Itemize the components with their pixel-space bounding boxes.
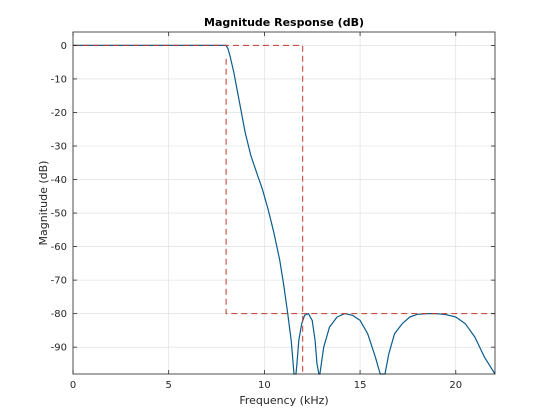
x-tick-label: 0 bbox=[70, 380, 76, 391]
x-tick-label: 10 bbox=[258, 380, 271, 391]
y-tick-label: -70 bbox=[51, 276, 67, 287]
y-tick-label: -80 bbox=[51, 309, 67, 320]
y-tick-label: -60 bbox=[51, 242, 67, 253]
plot-frame bbox=[72, 31, 496, 375]
y-tick-label: -30 bbox=[51, 142, 67, 153]
y-tick-label: -20 bbox=[51, 108, 67, 119]
x-tick-label: 20 bbox=[449, 380, 462, 391]
chart-title: Magnitude Response (dB) bbox=[204, 16, 364, 29]
x-tick-label: 5 bbox=[166, 380, 172, 391]
y-tick-label: 0 bbox=[61, 41, 67, 52]
x-axis-label: Frequency (kHz) bbox=[239, 394, 328, 407]
y-tick-label: -90 bbox=[51, 343, 67, 354]
response-line bbox=[73, 44, 496, 375]
x-tick-label: 15 bbox=[354, 380, 367, 391]
plot-series bbox=[73, 44, 496, 375]
y-axis-label: Magnitude (dB) bbox=[37, 161, 50, 246]
y-tick-label: -50 bbox=[51, 209, 67, 220]
y-tick-label: -10 bbox=[51, 74, 67, 85]
y-tick-label: -40 bbox=[51, 175, 67, 186]
mask-stopband-line bbox=[225, 58, 495, 315]
plot-area bbox=[73, 32, 495, 374]
axis-ticks: 0 5 10 15 20 0 -10 -20 -30 -40 -50 -60 -70 -80 -90 bbox=[51, 32, 495, 391]
